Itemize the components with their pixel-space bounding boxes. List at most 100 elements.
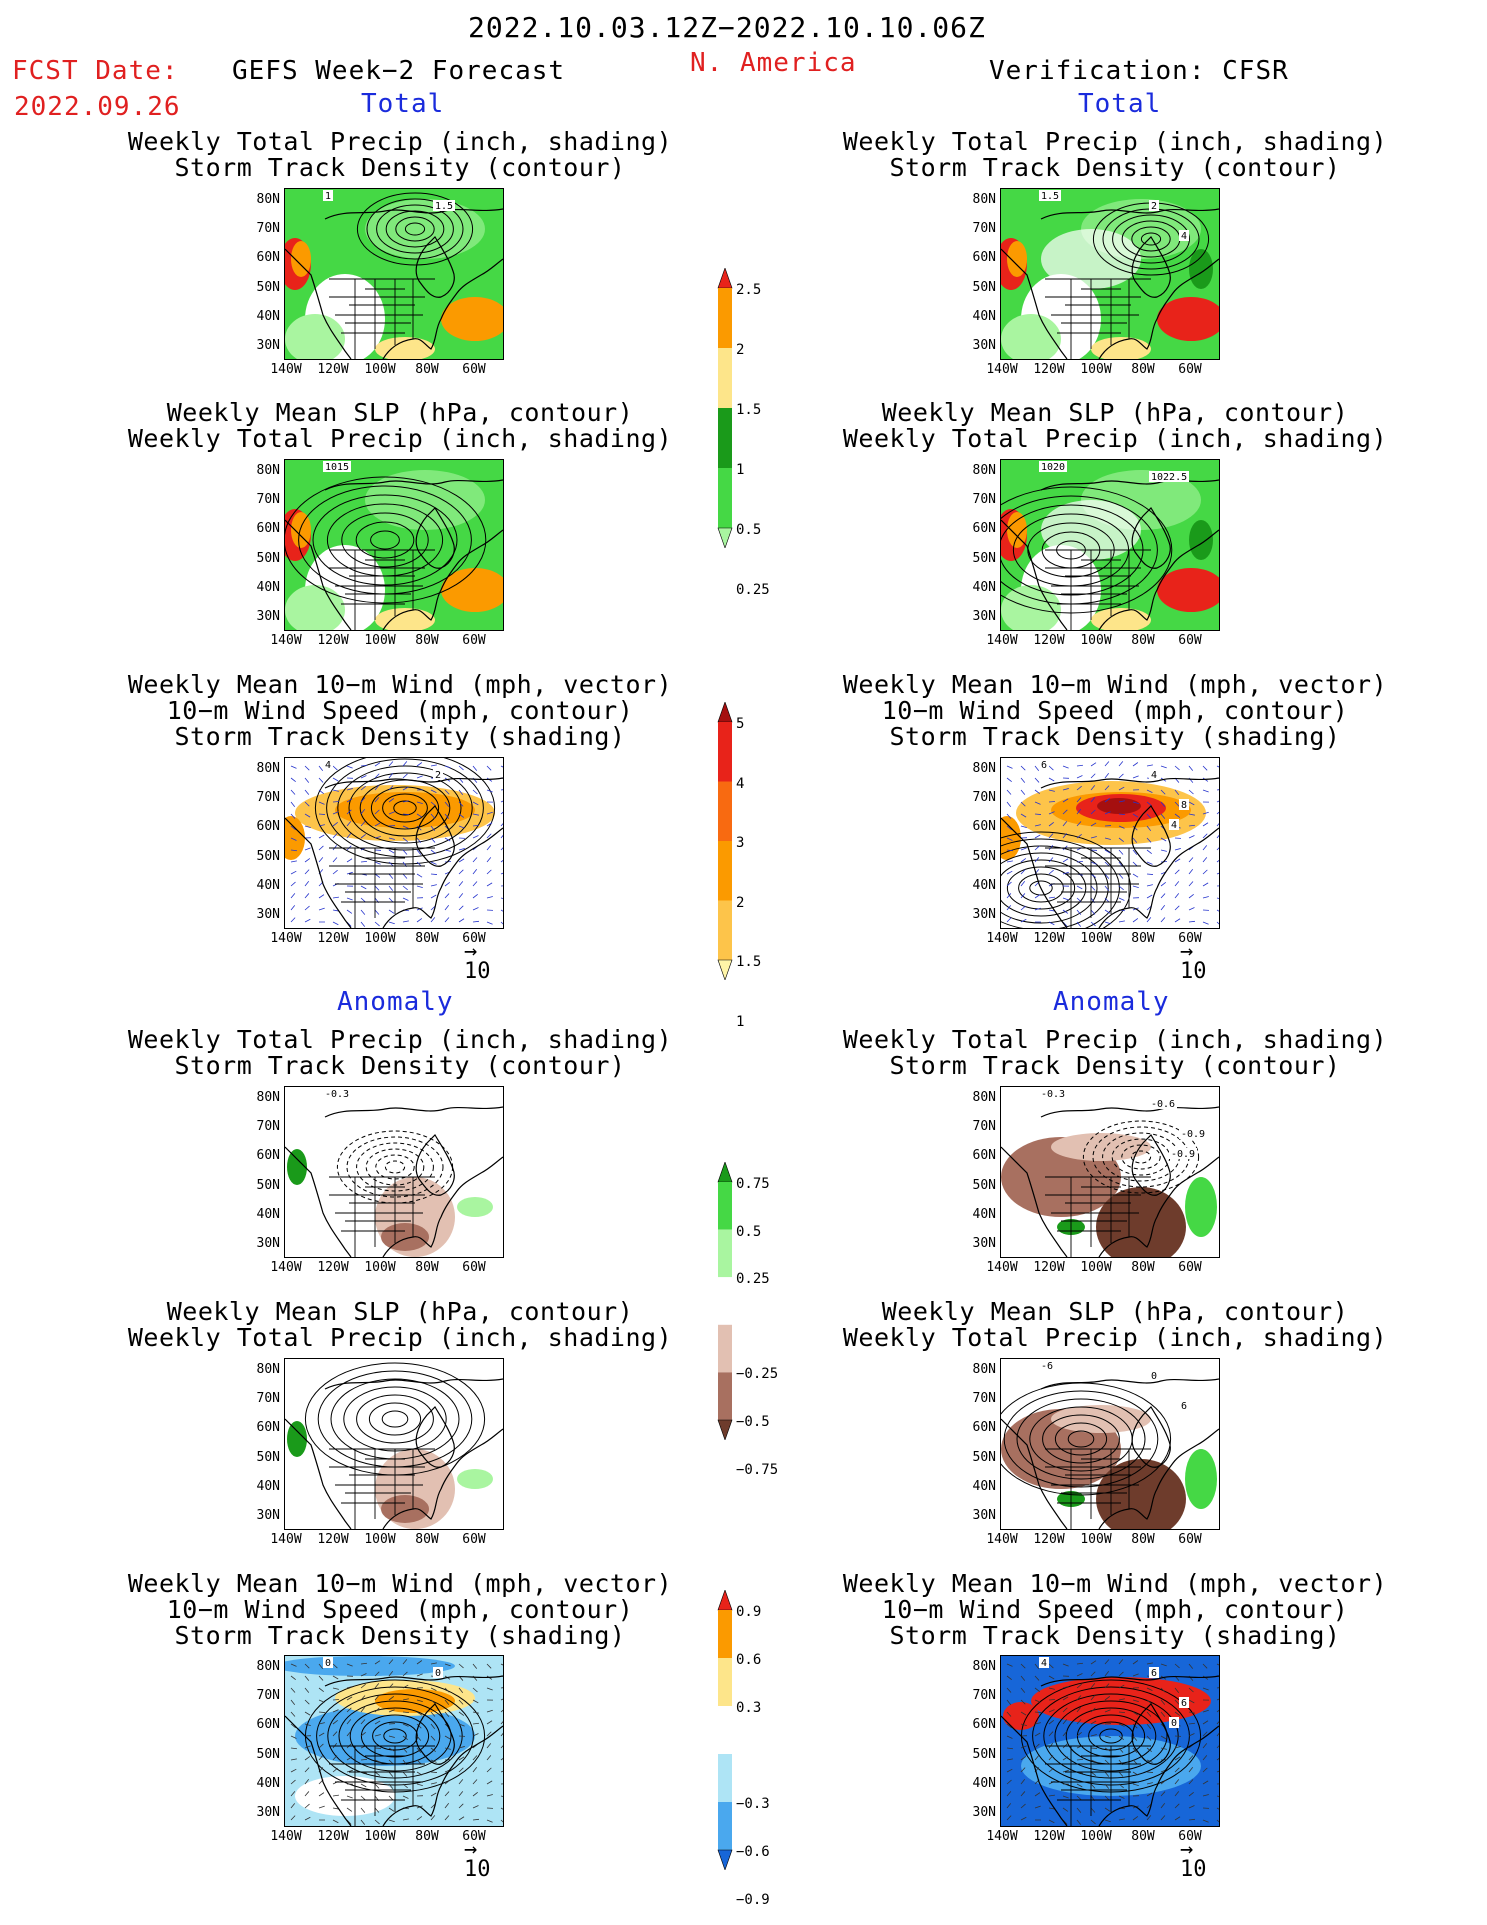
panel-title-anom-precip-ver: Weekly Total Precip (inch, shading) Storm…: [815, 1027, 1415, 1079]
vector-reference: → 10: [464, 1839, 491, 1883]
lat-tick-label: 70N: [972, 492, 996, 508]
svg-text:0: 0: [1171, 1718, 1177, 1729]
lat-tick-label: 80N: [256, 463, 280, 478]
lat-tick-label: 70N: [972, 1688, 996, 1704]
lon-tick-label: 80W: [1131, 362, 1155, 377]
vector-ref-value: 10: [1180, 1857, 1207, 1882]
colorbar-label: 2: [736, 894, 745, 911]
svg-text:4: 4: [1181, 231, 1187, 242]
panel-title-anom-slp-fc: Weekly Mean SLP (hPa, contour) Weekly Tot…: [100, 1299, 700, 1351]
colorbar-label: 1: [736, 462, 745, 478]
map-anom-slp-fc: [284, 1358, 504, 1530]
colorbar-anom-track: [714, 1589, 736, 1874]
contour-label: 4: [1149, 769, 1159, 781]
colorbar-label: −0.3: [736, 1796, 770, 1812]
lon-tick-label: 100W: [364, 362, 396, 377]
panel-title-anom-slp-ver: Weekly Mean SLP (hPa, contour) Weekly Tot…: [815, 1299, 1415, 1351]
panel-title-line: Weekly Mean SLP (hPa, contour): [166, 1297, 634, 1326]
lon-tick-label: 140W: [986, 1532, 1018, 1547]
section-total-left: Total: [361, 89, 445, 119]
lat-tick-label: 80N: [256, 761, 280, 776]
lon-tick-label: 120W: [1033, 362, 1065, 377]
panel-title-line: Weekly Mean 10−m Wind (mph, vector): [842, 1569, 1388, 1598]
panel-title-line: Storm Track Density (contour): [174, 153, 626, 182]
colorbar-segment: [718, 1372, 732, 1420]
contour-label: -0.6: [1149, 1098, 1177, 1110]
contour-label: 0: [1149, 1370, 1159, 1382]
panel-title-line: 10−m Wind Speed (mph, contour): [881, 1595, 1349, 1624]
map-total-slp-fc: 1015: [284, 459, 504, 631]
lat-tick-label: 50N: [256, 550, 280, 566]
panel-title-anom-precip-fc: Weekly Total Precip (inch, shading) Storm…: [100, 1027, 700, 1079]
svg-text:0: 0: [1151, 1371, 1157, 1382]
vector-ref-value: 10: [1180, 959, 1207, 984]
vector-ref-value: 10: [464, 1857, 491, 1882]
panel-title-total-slp-ver: Weekly Mean SLP (hPa, contour) Weekly Tot…: [815, 400, 1415, 452]
lat-tick-label: 30N: [972, 907, 996, 922]
svg-text:0: 0: [325, 1658, 331, 1669]
panel-title-line: Weekly Total Precip (inch, shading): [842, 127, 1388, 156]
lon-tick-label: 140W: [270, 1829, 302, 1844]
lon-tick-label: 120W: [1033, 1260, 1065, 1275]
colorbar-label: 1: [736, 1013, 745, 1030]
lat-tick-label: 70N: [256, 790, 280, 806]
lat-tick-label: 50N: [972, 1746, 996, 1762]
lat-tick-label: 60N: [256, 250, 280, 266]
colorbar-anom-precip: [714, 1161, 736, 1444]
fcst-date-label: FCST Date:: [12, 56, 179, 86]
section-anomaly-right: Anomaly: [1053, 987, 1170, 1017]
panel-title-line: Storm Track Density (shading): [889, 722, 1341, 751]
panel-title-line: Storm Track Density (shading): [889, 1621, 1341, 1650]
colorbar-label: 4: [736, 775, 745, 792]
lon-tick-label: 60W: [462, 362, 486, 377]
lon-tick-label: 100W: [1080, 633, 1112, 648]
svg-text:0: 0: [435, 1668, 441, 1679]
lon-tick-label: 140W: [270, 1260, 302, 1275]
svg-text:1: 1: [325, 191, 331, 202]
panel-title-line: Storm Track Density (contour): [889, 153, 1341, 182]
lon-tick-label: 120W: [317, 633, 349, 648]
lon-tick-label: 80W: [415, 1260, 439, 1275]
contour-label: 1: [323, 190, 333, 202]
panel-title-line: Storm Track Density (shading): [174, 1621, 626, 1650]
lat-tick-label: 70N: [256, 1119, 280, 1135]
colorbar-segment: [718, 1802, 732, 1850]
svg-text:6: 6: [1181, 1698, 1187, 1709]
panel-title-anom-wind-ver: Weekly Mean 10−m Wind (mph, vector) 10−m …: [815, 1571, 1415, 1649]
lat-tick-label: 80N: [972, 1362, 996, 1377]
contour-label: 1015: [323, 461, 351, 473]
lat-tick-label: 30N: [256, 338, 280, 353]
panel-title-line: Weekly Total Precip (inch, shading): [127, 127, 673, 156]
panel-title-line: Storm Track Density (shading): [174, 722, 626, 751]
colorbar-segment: [717, 267, 733, 289]
lat-tick-label: 60N: [256, 819, 280, 835]
contour-label: -0.3: [323, 1088, 351, 1100]
lat-tick-label: 80N: [972, 761, 996, 776]
lat-tick-label: 80N: [256, 192, 280, 207]
svg-text:-0.6: -0.6: [1151, 1099, 1175, 1110]
lon-tick-label: 60W: [1178, 1829, 1202, 1844]
lat-tick-label: 30N: [972, 338, 996, 353]
section-anomaly-left: Anomaly: [337, 987, 454, 1017]
model-title: GEFS Week−2 Forecast: [232, 56, 566, 86]
colorbar-segment: [717, 1419, 733, 1441]
lat-tick-label: 50N: [256, 848, 280, 864]
map-anom-precip-ver: -0.3 -0.6 -0.9 -0.9: [1000, 1086, 1220, 1258]
section-total-right: Total: [1078, 89, 1162, 119]
lon-tick-label: 60W: [1178, 1532, 1202, 1547]
contour-label: -0.9: [1179, 1128, 1207, 1140]
panel-title-line: Weekly Mean SLP (hPa, contour): [166, 398, 634, 427]
lat-tick-label: 30N: [972, 609, 996, 624]
panel-title-line: Storm Track Density (contour): [174, 1051, 626, 1080]
panel-title-total-wind-ver: Weekly Mean 10−m Wind (mph, vector) 10−m …: [815, 672, 1415, 750]
panel-title-line: Weekly Mean 10−m Wind (mph, vector): [127, 1569, 673, 1598]
lon-tick-label: 120W: [1033, 1829, 1065, 1844]
colorbar-segment: [718, 468, 732, 528]
lon-tick-label: 80W: [1131, 633, 1155, 648]
colorbar-label: 2: [736, 342, 745, 358]
colorbar-segment: [718, 288, 732, 348]
colorbar-segment: [718, 841, 732, 901]
panel-title-line: Weekly Total Precip (inch, shading): [842, 424, 1388, 453]
contour-label: 1.5: [1039, 190, 1061, 202]
